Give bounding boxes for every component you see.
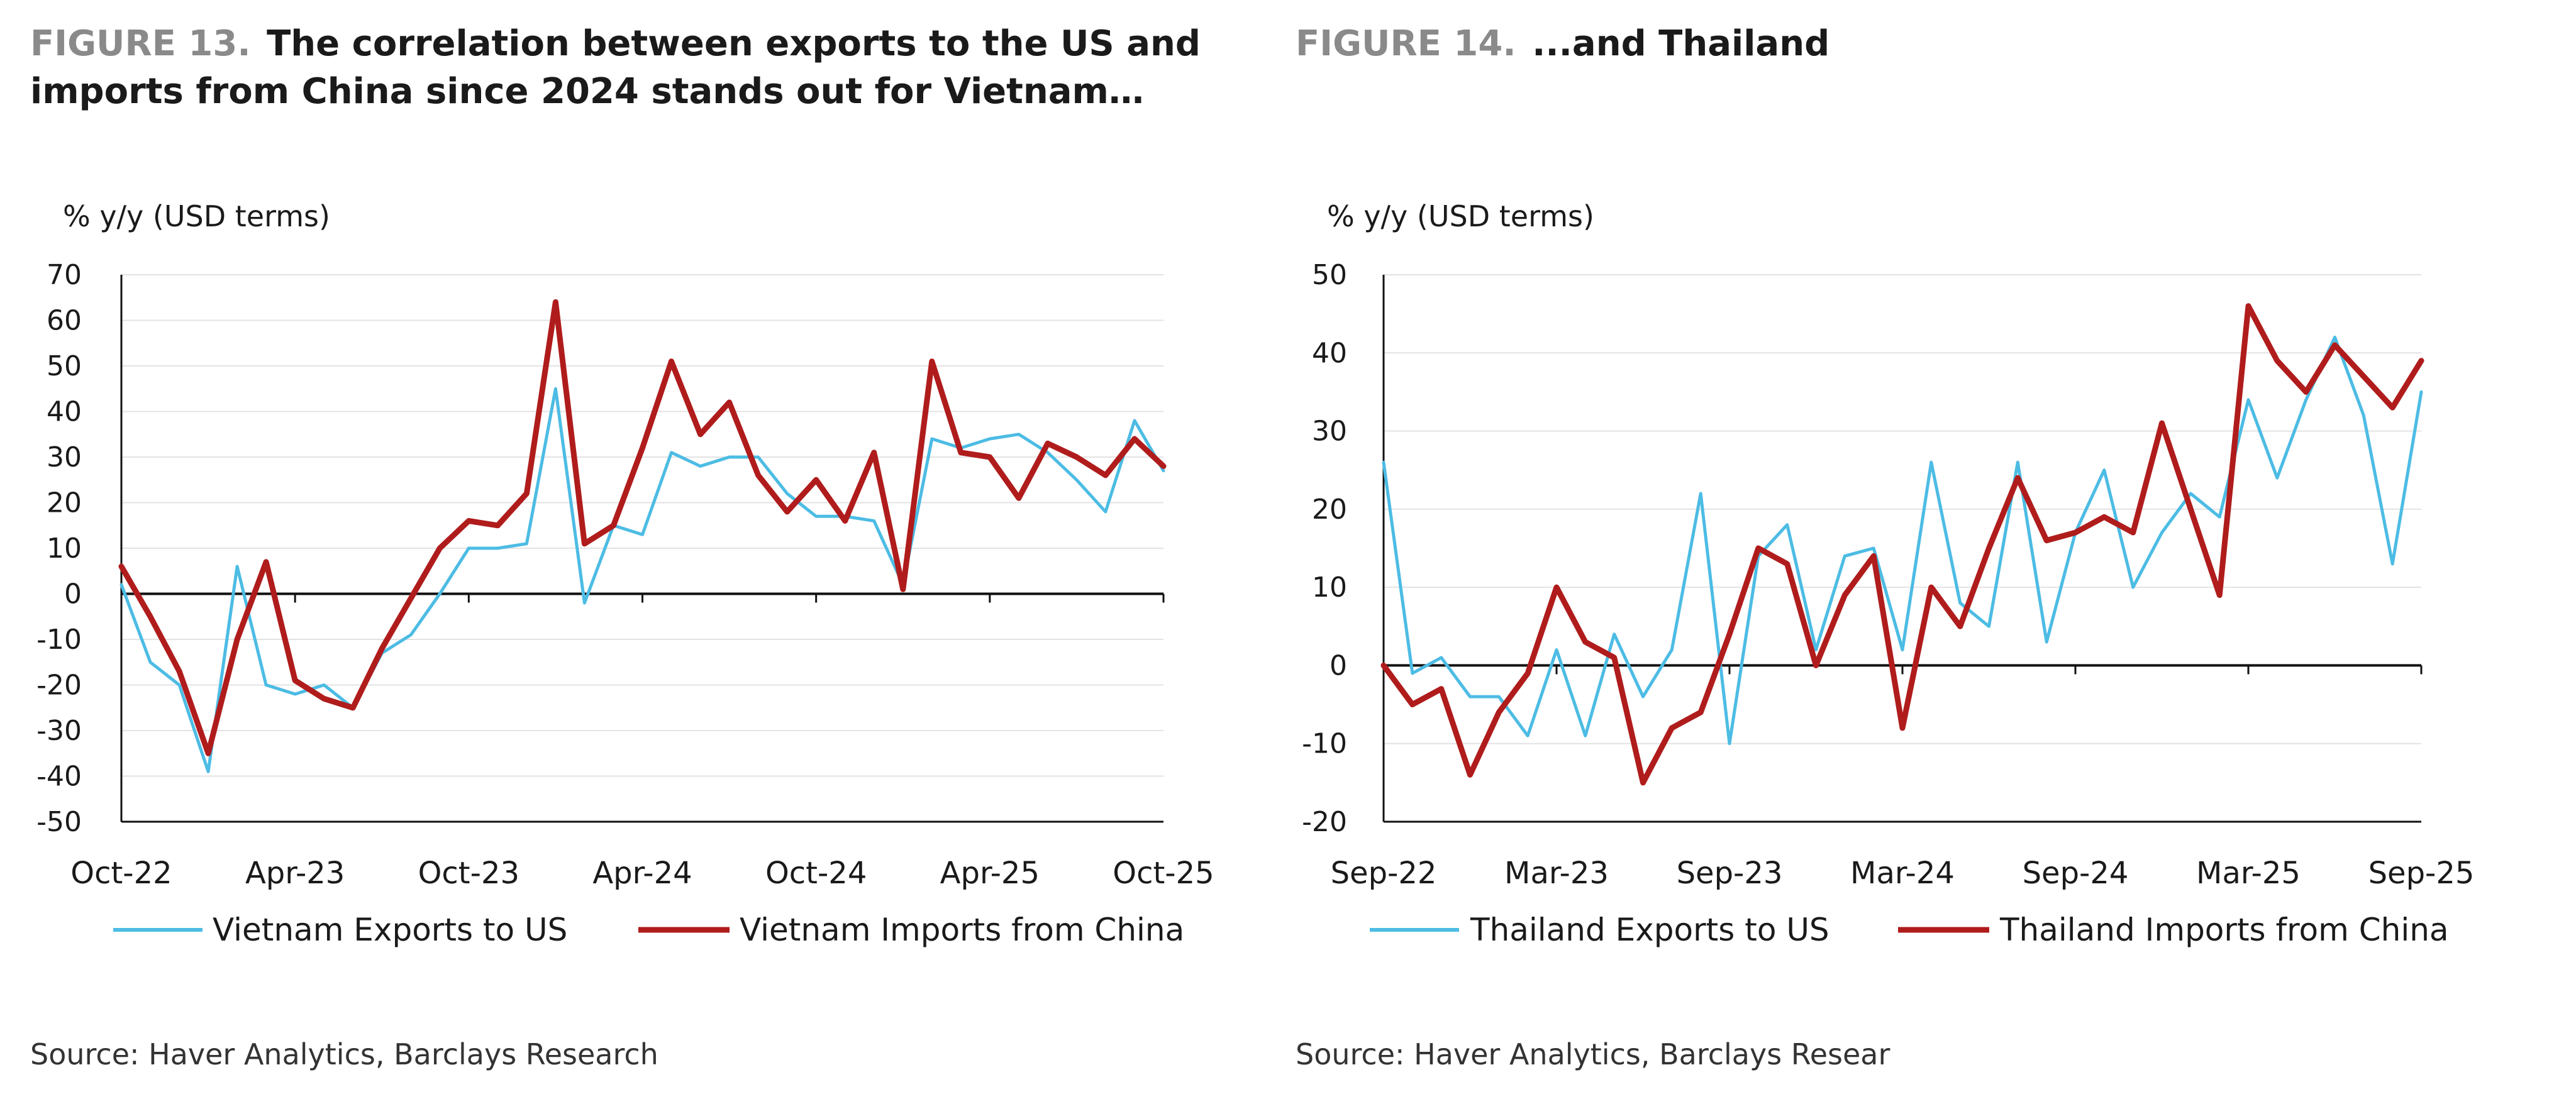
series-line-exports	[1382, 335, 2423, 746]
x-tick-label: Sep-23	[1677, 856, 1783, 891]
y-tick-label: 30	[1312, 416, 1347, 448]
figure-14-chart: % y/y (USD terms) 50 40 30 20 10 0 -10 -20 Sep-22…	[1302, 199, 2475, 948]
x-tick-label: Mar-24	[1850, 856, 1955, 891]
figure-13-panel: FIGURE 13. The correlation between expor…	[30, 20, 1225, 1071]
x-tick-label: Apr-23	[245, 856, 345, 891]
y-tick-label: 20	[1312, 494, 1347, 526]
y-tick-label: 30	[47, 441, 82, 473]
y-tick-label: 50	[47, 350, 82, 382]
y-tick-label: 60	[47, 305, 82, 337]
figure-14-source: Source: Haver Analytics, Barclays Resear	[1296, 1037, 1890, 1071]
y-axis-label: % y/y (USD terms)	[63, 199, 330, 233]
figure-13-chart: % y/y (USD terms) 70 60 50 40 30 20 10 0 -10 -20 -3…	[36, 199, 1214, 948]
legend-label-imports: Vietnam Imports from China	[740, 912, 1184, 948]
y-tick-label: -40	[36, 761, 82, 793]
y-tick-label: 0	[1330, 649, 1347, 682]
y-tick-label: 20	[47, 487, 82, 519]
x-tick-label: Oct-22	[70, 856, 172, 891]
y-tick-label: 70	[47, 259, 82, 291]
y-tick-label: -10	[36, 624, 82, 656]
legend-label-exports: Vietnam Exports to US	[213, 912, 567, 948]
series-line-imports	[1380, 303, 2424, 786]
y-tick-label: -20	[36, 670, 82, 702]
y-axis-label: % y/y (USD terms)	[1327, 199, 1594, 233]
series-line-exports	[119, 387, 1165, 773]
x-tick-label: Mar-25	[2196, 856, 2301, 891]
y-tick-label: 40	[1312, 337, 1347, 369]
x-tick-label: Sep-24	[2023, 856, 2129, 891]
figure-13-heading: FIGURE 13. The correlation between expor…	[30, 20, 1225, 116]
legend-label-imports: Thailand Imports from China	[1999, 912, 2449, 948]
y-tick-label: 40	[47, 396, 82, 428]
y-tick-label: -20	[1302, 806, 1347, 838]
x-tick-label: Oct-25	[1113, 856, 1214, 891]
y-tick-label: -30	[36, 715, 82, 747]
x-tick-label: Apr-24	[592, 856, 692, 891]
figure-13-source: Source: Haver Analytics, Barclays Resear…	[30, 1037, 658, 1071]
x-tick-label: Sep-22	[1331, 856, 1437, 891]
x-tick-label: Oct-23	[418, 856, 519, 891]
x-tick-label: Oct-24	[765, 856, 867, 891]
x-tick-label: Sep-25	[2368, 856, 2475, 891]
y-tick-label: 0	[64, 578, 82, 610]
figure-13-number: FIGURE 13.	[30, 23, 251, 64]
y-tick-label: -50	[36, 806, 82, 838]
legend-label-exports: Thailand Exports to US	[1470, 912, 1829, 948]
figure-14-number: FIGURE 14.	[1296, 23, 1516, 64]
figure-14-title: ...and Thailand	[1532, 23, 1830, 64]
series-line-imports	[118, 299, 1167, 756]
x-tick-label: Apr-25	[940, 856, 1040, 891]
y-tick-label: -10	[1302, 728, 1347, 760]
figure-13-title: The correlation between exports to the U…	[30, 23, 1201, 112]
y-tick-label: 50	[1312, 259, 1347, 291]
y-tick-label: 10	[1312, 571, 1347, 604]
figure-14-panel: FIGURE 14. ...and Thailand % y/y (USD te…	[1288, 0, 2576, 1104]
figure-14-heading: FIGURE 14. ...and Thailand	[1296, 20, 2490, 68]
x-tick-label: Mar-23	[1504, 856, 1609, 891]
y-tick-label: 10	[47, 533, 82, 565]
